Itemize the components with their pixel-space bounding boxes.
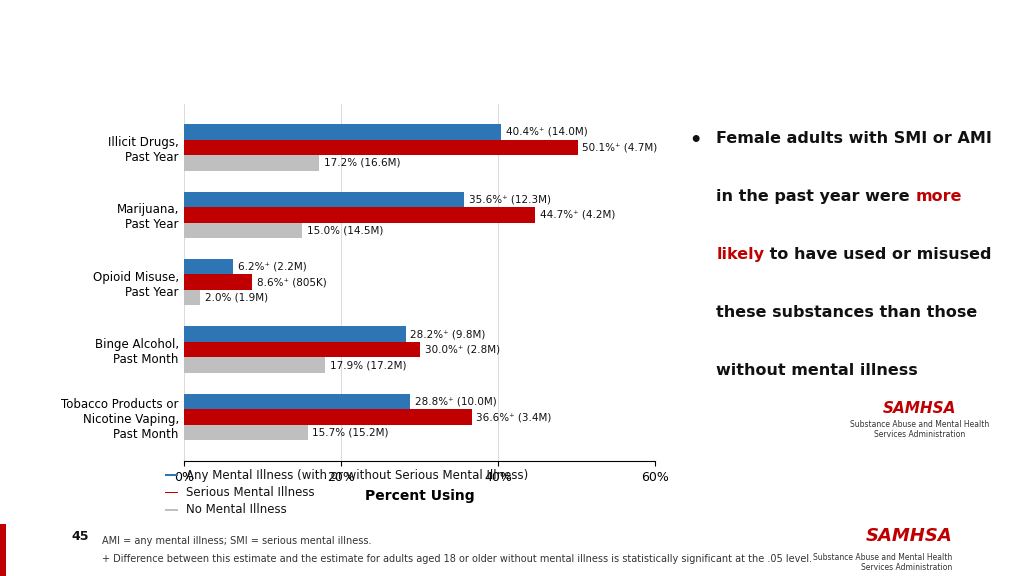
Text: 15.7% (15.2M): 15.7% (15.2M): [312, 427, 389, 438]
Bar: [184, 410, 472, 425]
X-axis label: Percent Using: Percent Using: [365, 489, 475, 503]
Text: Past Year Substance Use by Mental Illness: Among Female Adults: Past Year Substance Use by Mental Illnes…: [153, 17, 871, 36]
Text: SAMHSA: SAMHSA: [883, 401, 955, 416]
Text: 2.0% (1.9M): 2.0% (1.9M): [205, 293, 268, 303]
Text: Substance Abuse and Mental Health
Services Administration: Substance Abuse and Mental Health Servic…: [813, 553, 952, 572]
Bar: [184, 394, 411, 410]
Text: likely: likely: [717, 247, 764, 263]
Text: 17.2% (16.6M): 17.2% (16.6M): [324, 158, 400, 168]
Text: No Mental Illness: No Mental Illness: [186, 503, 287, 516]
Bar: [184, 124, 502, 140]
Bar: [184, 425, 307, 440]
Text: AMI = any mental illness; SMI = serious mental illness.: AMI = any mental illness; SMI = serious …: [102, 536, 372, 545]
Bar: [165, 491, 178, 494]
Text: in the past year were: in the past year were: [717, 190, 915, 204]
Text: 44.7%⁺ (4.2M): 44.7%⁺ (4.2M): [540, 210, 615, 220]
Text: 17.9% (17.2M): 17.9% (17.2M): [330, 360, 407, 370]
Bar: [165, 509, 178, 511]
Bar: [184, 327, 406, 342]
Text: Substance Abuse and Mental Health
Services Administration: Substance Abuse and Mental Health Servic…: [850, 419, 989, 439]
Text: Female adults with SMI or AMI: Female adults with SMI or AMI: [717, 131, 992, 146]
Bar: [184, 140, 578, 155]
Bar: [184, 290, 200, 305]
Text: 50.1%⁺ (4.7M): 50.1%⁺ (4.7M): [583, 142, 657, 153]
Text: Any Mental Illness (with or without Serious Mental Illness): Any Mental Illness (with or without Seri…: [186, 469, 528, 482]
Text: 36.6%⁺ (3.4M): 36.6%⁺ (3.4M): [476, 412, 552, 422]
Text: 30.0%⁺ (2.8M): 30.0%⁺ (2.8M): [425, 344, 500, 355]
Text: 35.6%⁺ (12.3M): 35.6%⁺ (12.3M): [469, 194, 551, 204]
Text: Serious Mental Illness: Serious Mental Illness: [186, 486, 314, 499]
Bar: [184, 192, 464, 207]
Text: 15.0% (14.5M): 15.0% (14.5M): [307, 225, 383, 236]
Text: •: •: [689, 131, 701, 150]
Bar: [0, 524, 6, 576]
Text: 8.6%⁺ (805K): 8.6%⁺ (805K): [257, 277, 327, 287]
Bar: [184, 357, 325, 373]
Text: 28.8%⁺ (10.0M): 28.8%⁺ (10.0M): [415, 396, 497, 407]
Text: Aged 18 or Older: Aged 18 or Older: [419, 49, 605, 68]
Text: 6.2%⁺ (2.2M): 6.2%⁺ (2.2M): [238, 262, 306, 272]
Text: 45: 45: [72, 530, 89, 543]
Bar: [184, 275, 252, 290]
Bar: [184, 207, 536, 222]
Text: these substances than those: these substances than those: [717, 305, 978, 320]
Text: SAMHSA: SAMHSA: [865, 526, 952, 545]
Text: more: more: [915, 190, 963, 204]
Text: to have used or misused: to have used or misused: [764, 247, 992, 263]
Bar: [184, 342, 420, 357]
Text: without mental illness: without mental illness: [717, 363, 919, 378]
Text: 40.4%⁺ (14.0M): 40.4%⁺ (14.0M): [506, 127, 588, 137]
Bar: [184, 155, 319, 170]
Bar: [184, 222, 302, 238]
Bar: [184, 259, 233, 275]
Bar: [165, 474, 178, 476]
Text: 28.2%⁺ (9.8M): 28.2%⁺ (9.8M): [411, 329, 485, 339]
Text: + Difference between this estimate and the estimate for adults aged 18 or older : + Difference between this estimate and t…: [102, 554, 812, 564]
